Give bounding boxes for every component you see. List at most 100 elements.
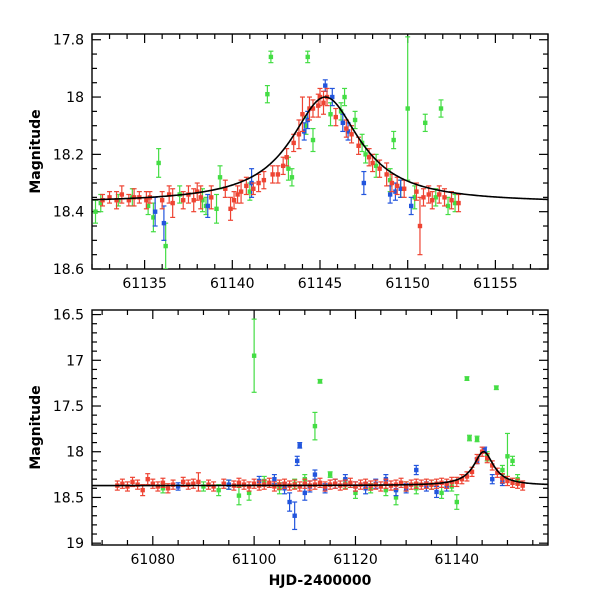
data-point <box>438 99 444 118</box>
data-point <box>312 469 318 480</box>
data-point <box>185 479 191 490</box>
data-point <box>270 165 276 184</box>
data-point <box>221 478 227 489</box>
data-point <box>170 479 176 490</box>
data-point <box>456 193 462 213</box>
data-point <box>439 486 445 499</box>
data-point <box>231 191 237 210</box>
data-point <box>352 110 358 130</box>
data-point <box>145 473 151 486</box>
plot-frame <box>91 309 549 546</box>
series-green <box>93 36 458 269</box>
data-point <box>126 193 132 207</box>
data-point <box>226 479 232 490</box>
data-point <box>420 188 426 207</box>
data-point <box>444 478 450 489</box>
data-point <box>289 168 295 187</box>
data-point <box>332 478 338 489</box>
data-point <box>228 196 234 221</box>
data-point <box>299 96 305 133</box>
series-red <box>100 87 462 256</box>
data-point <box>413 182 419 201</box>
data-point <box>261 479 267 490</box>
data-point <box>119 185 125 204</box>
y-tick-label: 16.5 <box>53 308 84 324</box>
data-point <box>222 179 228 198</box>
data-point <box>135 479 141 490</box>
data-point <box>474 435 480 443</box>
data-point <box>200 481 206 492</box>
data-point <box>198 185 204 210</box>
data-point <box>107 191 113 204</box>
x-tick-label: 61140 <box>210 276 255 292</box>
data-point <box>383 478 389 489</box>
data-point <box>302 478 308 489</box>
data-point <box>150 478 156 489</box>
data-point <box>333 107 339 127</box>
data-point <box>261 170 267 190</box>
data-point <box>119 478 125 489</box>
data-point <box>292 501 298 531</box>
data-point <box>401 179 407 198</box>
data-point <box>493 385 499 391</box>
data-point <box>275 165 281 184</box>
data-point <box>428 479 434 490</box>
data-point <box>342 87 348 107</box>
data-point <box>124 481 130 492</box>
plot-frame <box>91 33 549 270</box>
model-curve <box>92 450 548 487</box>
data-point <box>268 50 274 64</box>
data-point <box>405 36 411 181</box>
model-curve <box>92 96 548 201</box>
x-tick-label: 61120 <box>333 552 378 568</box>
plot-area <box>92 36 548 269</box>
data-point <box>140 484 146 497</box>
x-tick-label: 61145 <box>298 276 343 292</box>
data-point <box>510 455 516 467</box>
y-axis-label: Magnitude <box>28 109 44 193</box>
y-tick-label: 18.6 <box>53 262 84 278</box>
data-point <box>251 478 257 489</box>
y-axis-label: Magnitude <box>28 385 44 469</box>
data-point <box>155 481 161 492</box>
data-point <box>297 441 303 449</box>
data-point <box>454 494 460 510</box>
data-point <box>310 99 316 118</box>
data-point <box>206 479 212 490</box>
data-point <box>246 481 252 492</box>
x-tick-label: 61150 <box>385 276 430 292</box>
y-tick-label: 17.5 <box>53 399 84 415</box>
data-point <box>294 455 300 467</box>
x-tick-label: 61140 <box>435 552 480 568</box>
data-point <box>217 165 223 190</box>
data-point <box>422 113 428 133</box>
data-point <box>271 481 277 492</box>
data-point <box>312 411 318 441</box>
data-point <box>515 478 521 489</box>
data-point <box>211 481 217 492</box>
data-point <box>429 191 435 210</box>
data-point <box>310 127 316 153</box>
data-point <box>214 193 220 224</box>
data-point <box>156 148 162 178</box>
data-point <box>321 90 327 115</box>
data-point <box>317 378 323 384</box>
data-point <box>159 191 165 210</box>
data-point <box>436 185 442 204</box>
data-point <box>241 479 247 490</box>
data-point <box>250 182 256 196</box>
data-point <box>256 173 262 193</box>
data-point <box>282 478 288 489</box>
y-tick-label: 18.2 <box>53 147 84 163</box>
data-point <box>459 473 465 485</box>
data-point <box>413 464 419 476</box>
data-point <box>398 477 404 488</box>
data-point <box>93 199 99 224</box>
y-tick-label: 17 <box>66 353 84 369</box>
data-point <box>131 188 137 207</box>
x-tick-label: 61100 <box>232 552 277 568</box>
data-point <box>384 162 390 187</box>
data-point <box>161 205 167 241</box>
